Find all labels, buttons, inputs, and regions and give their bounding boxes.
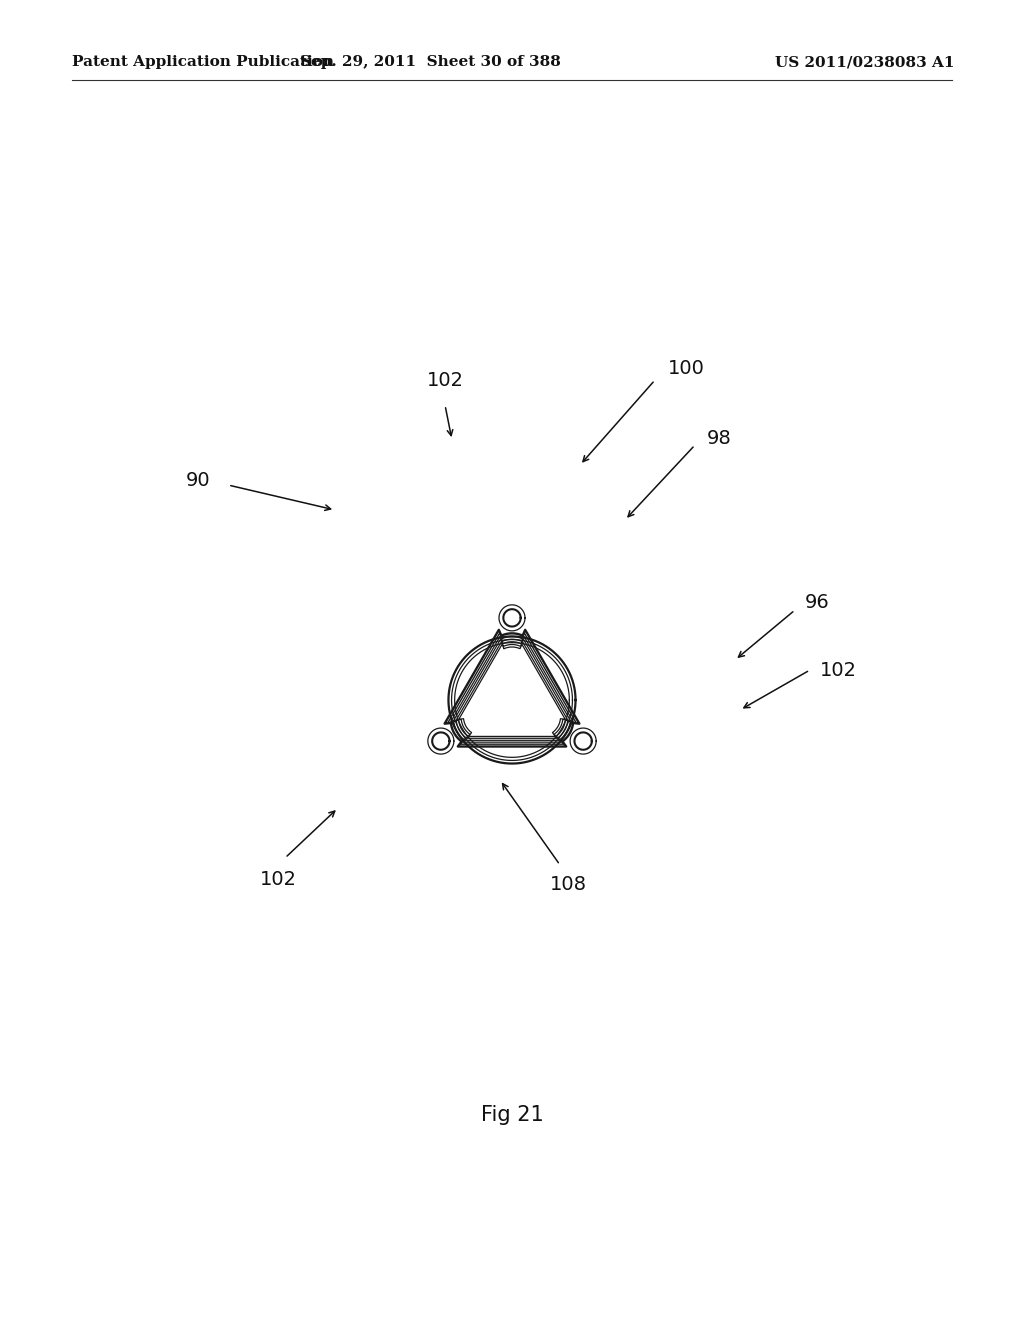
Text: 102: 102	[259, 870, 297, 888]
Text: 96: 96	[805, 593, 829, 611]
Text: US 2011/0238083 A1: US 2011/0238083 A1	[775, 55, 954, 69]
Text: 98: 98	[707, 429, 732, 447]
Text: 100: 100	[668, 359, 705, 378]
Text: 90: 90	[185, 470, 210, 490]
Text: 108: 108	[550, 875, 587, 894]
Text: Patent Application Publication: Patent Application Publication	[72, 55, 334, 69]
Text: 102: 102	[427, 371, 464, 389]
Text: 102: 102	[820, 660, 857, 680]
Text: Fig 21: Fig 21	[480, 1105, 544, 1125]
Text: Sep. 29, 2011  Sheet 30 of 388: Sep. 29, 2011 Sheet 30 of 388	[300, 55, 560, 69]
